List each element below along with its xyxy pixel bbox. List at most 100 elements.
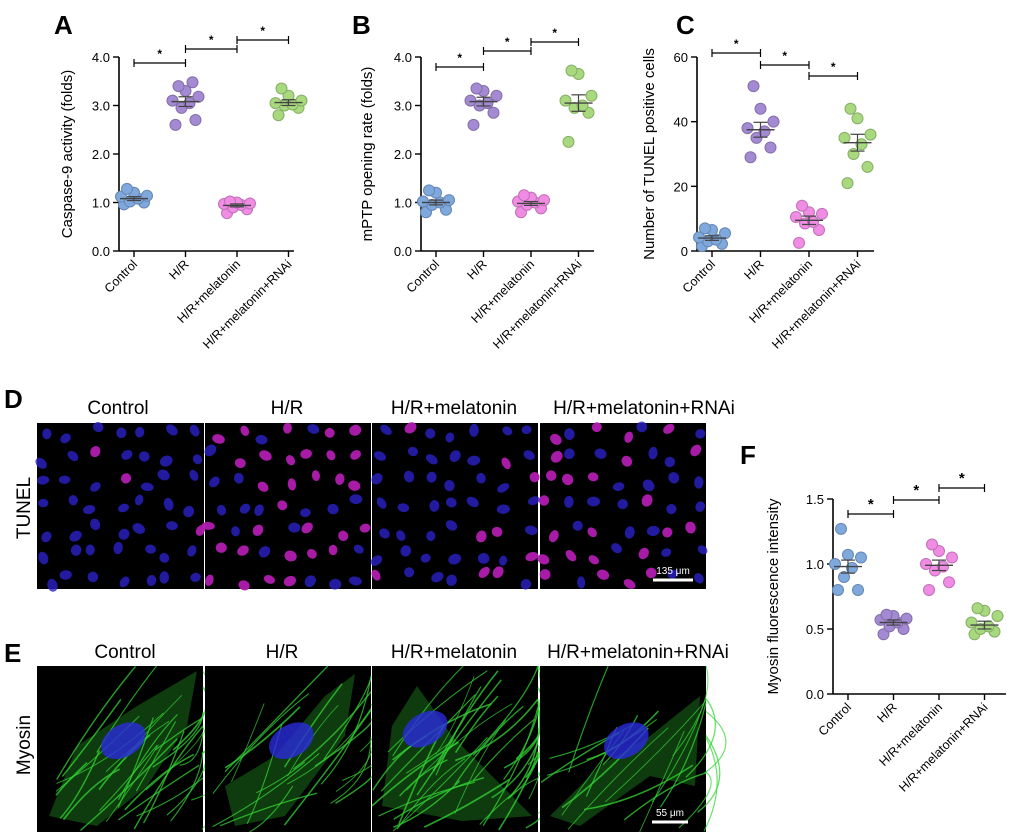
- y-tick-label-C-1: 20: [674, 179, 688, 194]
- chart-caspase9: 0.0 1.0 2.0 3.0 4.0 Caspase-9 activity (folds…: [59, 24, 308, 352]
- nucleus-0-2-6: [189, 469, 199, 481]
- data-point-F-2-0: [923, 584, 935, 596]
- panel-letter-B: B: [352, 10, 371, 40]
- actin-fiber-2-25: [491, 741, 539, 799]
- data-point-F-0-7: [835, 522, 847, 535]
- data-point-A-1-4: [166, 94, 179, 107]
- nucleus-1-1-5: [326, 450, 336, 461]
- nucleus-0-4-5: [166, 521, 178, 531]
- data-point-B-0-4: [417, 195, 429, 208]
- data-point-C-1-5: [767, 115, 780, 128]
- data-point-F-2-1: [943, 576, 955, 589]
- nucleus-0-5-3: [113, 541, 123, 555]
- nucleus-0-5-2: [85, 544, 95, 556]
- data-point-C-0-5: [719, 227, 731, 240]
- nucleus-3-3-6: [695, 501, 705, 512]
- data-point-B-3-7: [565, 64, 578, 77]
- data-point-B-3-5: [585, 89, 598, 102]
- chart-mptp: 0.0 1.0 2.0 3.0 4.0 mPTP opening rate (folds)…: [359, 26, 598, 352]
- nucleus-1-4-6: [359, 523, 371, 533]
- nucleus-3-5-4: [638, 547, 649, 560]
- nucleus-0-4-6: [195, 525, 206, 536]
- x-tick-label-B-0: Control: [404, 257, 442, 295]
- myosin-col-label-2: H/R+melatonin: [391, 642, 517, 663]
- data-point-F-1-5: [900, 612, 913, 625]
- actin-fiber-1-8: [293, 691, 372, 770]
- myosin-col-label-0: Control: [94, 642, 155, 663]
- data-point-C-3-7: [844, 102, 857, 115]
- myosin-nucleus-0: [101, 722, 146, 760]
- nucleus-1-3-0: [216, 504, 227, 516]
- actin-fiber-0-20: [124, 753, 195, 811]
- actin-fiber-0-25: [154, 717, 204, 751]
- nucleus-2-3-5: [496, 504, 510, 514]
- actin-fiber-0-28: [142, 730, 185, 824]
- data-point-C-1-7: [747, 80, 760, 93]
- actin-fiber-2-7: [435, 676, 475, 755]
- nucleus-2-0-6: [521, 425, 532, 435]
- y-tick-label-B-0: 0.0: [394, 244, 412, 259]
- data-point-C-3-4: [838, 131, 851, 144]
- nucleus-1-4-0: [201, 521, 215, 530]
- nucleus-3-5-0: [537, 554, 550, 565]
- data-point-A-3-0: [272, 109, 285, 122]
- nucleus-3-1-1: [564, 448, 575, 460]
- nucleus-2-3-6: [527, 496, 540, 506]
- nucleus-3-6-1: [577, 576, 586, 589]
- actin-fiber-1-21: [323, 678, 372, 760]
- actin-fiber-3-6: [703, 737, 718, 832]
- nucleus-1-6-1: [238, 580, 250, 591]
- actin-fiber-2-6: [399, 759, 448, 797]
- nucleus-1-0-5: [324, 427, 335, 438]
- y-tick-label-A-0: 0.0: [92, 244, 110, 259]
- nucleus-2-0-1: [404, 422, 417, 434]
- actin-fiber-2-9: [392, 665, 464, 757]
- nucleus-2-2-0: [371, 473, 383, 485]
- data-point-C-3-5: [864, 128, 877, 141]
- x-tick-label-C-1: H/R: [741, 257, 766, 282]
- x-tick-label-A-0: Control: [102, 257, 140, 295]
- nucleus-1-3-5: [327, 503, 339, 515]
- nucleus-1-3-1: [239, 503, 251, 514]
- actin-fiber-2-19: [472, 665, 539, 756]
- nucleus-0-6-0: [47, 578, 58, 592]
- y-tick-label-C-0: 0: [681, 244, 688, 259]
- nucleus-1-2-1: [233, 472, 244, 484]
- data-point-F-0-0: [832, 584, 844, 596]
- actin-fiber-3-13: [659, 702, 707, 808]
- actin-fiber-0-14: [59, 750, 101, 819]
- actin-fiber-2-17: [435, 686, 482, 776]
- nucleus-1-5-3: [284, 550, 297, 562]
- nucleus-1-4-4: [301, 522, 313, 534]
- x-tick-label-C-0: Control: [680, 257, 718, 295]
- sig-star-C-2: *: [831, 60, 836, 74]
- nucleus-2-3-0: [376, 497, 387, 509]
- y-tick-label-C-3: 60: [674, 50, 688, 65]
- nucleus-1-5-4: [307, 548, 317, 559]
- data-point-B-0-7: [423, 184, 435, 197]
- nucleus-0-4-3: [118, 528, 130, 540]
- nucleus-1-2-4: [311, 470, 320, 482]
- nucleus-1-3-2: [254, 504, 264, 516]
- panel-letter-C: C: [676, 10, 695, 40]
- data-point-B-3-0: [562, 135, 575, 148]
- nucleus-3-2-4: [642, 479, 655, 492]
- nucleus-2-1-2: [425, 454, 438, 465]
- nucleus-3-3-2: [587, 496, 601, 507]
- sig-star-C-0: *: [734, 37, 739, 51]
- myosin-nucleus-3: [604, 722, 649, 760]
- nucleus-2-6-2: [431, 571, 444, 583]
- nucleus-0-1-3: [121, 449, 133, 460]
- data-point-F-0-4: [829, 558, 841, 570]
- nucleus-3-1-3: [621, 455, 633, 467]
- nucleus-3-3-1: [564, 495, 574, 508]
- nucleus-1-5-2: [258, 546, 271, 558]
- nucleus-0-0-1: [60, 433, 71, 444]
- y-tick-label-A-2: 2.0: [92, 147, 110, 162]
- nucleus-2-6-3: [446, 574, 457, 586]
- nucleus-3-0-4: [636, 421, 648, 433]
- nucleus-2-6-0: [371, 569, 381, 581]
- nucleus-1-5-5: [328, 544, 338, 556]
- nucleus-3-6-0: [539, 569, 551, 580]
- nucleus-3-4-2: [587, 527, 597, 538]
